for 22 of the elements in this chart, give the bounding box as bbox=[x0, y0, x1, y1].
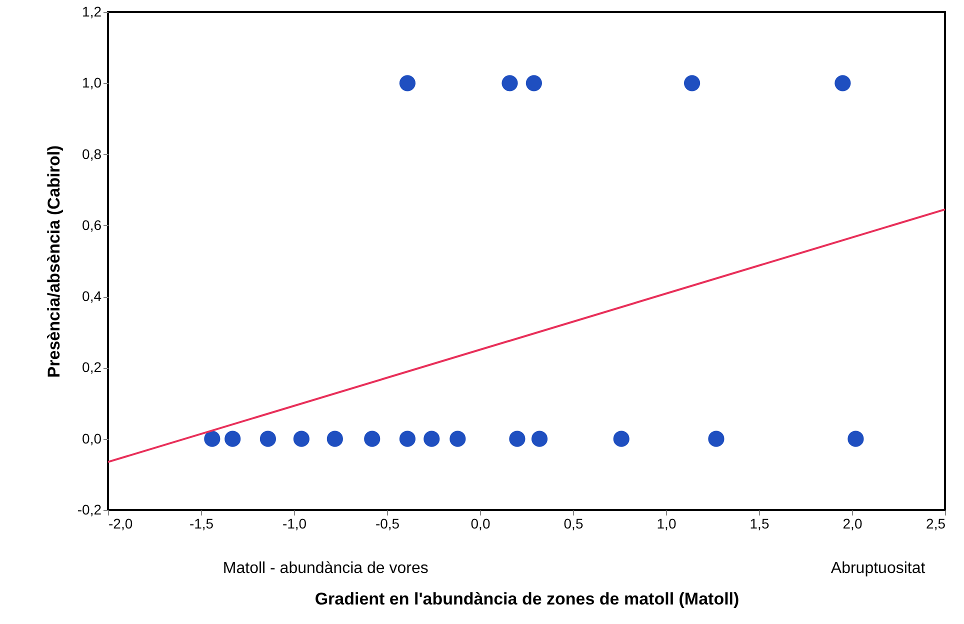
y-tick-label: 1,2 bbox=[82, 4, 102, 20]
x-tick-label: -1,0 bbox=[282, 516, 307, 532]
y-tick-label: 0,8 bbox=[82, 146, 102, 162]
y-tick-label: 1,0 bbox=[82, 74, 102, 91]
x-tick-label: 1,5 bbox=[750, 516, 770, 532]
x-tick-label: -2,0 bbox=[108, 516, 133, 532]
x-tick-label: 2,5 bbox=[926, 516, 946, 532]
text: Abruptuositat bbox=[830, 560, 926, 577]
y-tick-label: 0,4 bbox=[82, 288, 102, 304]
x-tick-label: 1,0 bbox=[656, 516, 676, 532]
y-tick-label: -0,2 bbox=[77, 502, 102, 518]
x-tick-label: -1,5 bbox=[189, 516, 214, 532]
text: Matoll - abundància de vores bbox=[222, 560, 428, 577]
y-tick-label: 0,0 bbox=[82, 430, 102, 446]
x-tick-label: -0,5 bbox=[375, 516, 400, 532]
y-tick-label: 0,6 bbox=[82, 216, 102, 233]
x-tick-label: 0,5 bbox=[564, 516, 584, 532]
x-tick-label: 2,0 bbox=[842, 516, 862, 532]
y-axis-title: Presència/absència (Cabirol) bbox=[44, 145, 64, 378]
x-axis-title: Gradient en l'abundància de zones de matoll (Matoll) bbox=[314, 590, 740, 608]
y-tick-label: 0,2 bbox=[82, 359, 102, 376]
x-tick-label: 0,0 bbox=[470, 516, 490, 532]
